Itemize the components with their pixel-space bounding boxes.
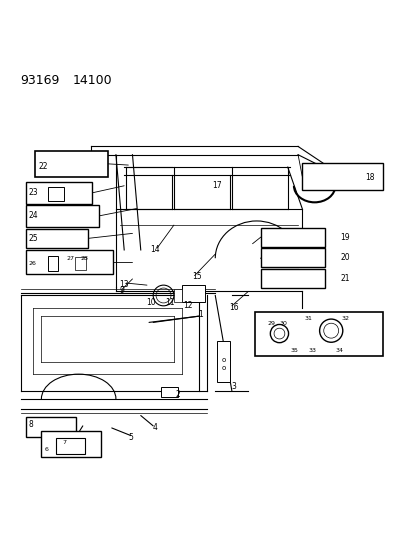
- Bar: [26, 229, 88, 248]
- Text: 21: 21: [339, 274, 349, 283]
- Bar: [217, 341, 229, 382]
- Text: 28: 28: [81, 256, 88, 261]
- Text: 16: 16: [228, 303, 238, 312]
- Bar: [254, 312, 382, 356]
- Text: 31: 31: [304, 316, 312, 321]
- Bar: [35, 151, 107, 177]
- Text: 26: 26: [29, 261, 37, 265]
- Bar: [173, 289, 182, 302]
- Bar: [75, 257, 85, 270]
- Bar: [56, 438, 85, 454]
- Text: o: o: [221, 357, 225, 362]
- Text: 9: 9: [119, 286, 124, 295]
- Text: 33: 33: [308, 349, 316, 353]
- Text: 7: 7: [62, 440, 66, 445]
- Text: 8: 8: [29, 420, 33, 429]
- Text: 14: 14: [150, 245, 160, 254]
- Text: 29: 29: [266, 321, 275, 326]
- Text: 30: 30: [279, 321, 287, 326]
- Text: 34: 34: [335, 349, 343, 353]
- Text: 27: 27: [66, 256, 74, 261]
- Bar: [41, 431, 101, 457]
- Text: 15: 15: [191, 272, 201, 281]
- Text: 23: 23: [29, 188, 38, 197]
- Bar: [26, 251, 113, 273]
- Text: 10: 10: [146, 298, 156, 308]
- Text: 2: 2: [175, 390, 180, 399]
- Text: 18: 18: [364, 173, 374, 182]
- Bar: [301, 163, 382, 190]
- Bar: [260, 248, 324, 268]
- Bar: [161, 386, 178, 397]
- Bar: [47, 256, 58, 271]
- Text: 35: 35: [290, 349, 298, 353]
- Bar: [260, 269, 324, 288]
- Text: 19: 19: [339, 232, 349, 241]
- Text: 3: 3: [231, 382, 236, 391]
- Text: 20: 20: [339, 253, 349, 262]
- Bar: [26, 205, 98, 227]
- Text: 4: 4: [152, 423, 157, 432]
- Text: 22: 22: [38, 162, 47, 171]
- Text: 25: 25: [29, 234, 38, 243]
- Text: 6: 6: [45, 447, 48, 452]
- Bar: [26, 417, 76, 437]
- Text: 5: 5: [128, 433, 133, 441]
- Text: 17: 17: [212, 181, 222, 190]
- Text: 1: 1: [198, 310, 203, 319]
- Text: 32: 32: [341, 316, 349, 321]
- Text: 13: 13: [119, 280, 129, 289]
- Bar: [260, 228, 324, 247]
- Text: o: o: [221, 365, 225, 371]
- Text: 93169: 93169: [21, 74, 60, 87]
- Text: 24: 24: [29, 212, 38, 221]
- Bar: [182, 285, 204, 302]
- Text: 14100: 14100: [72, 74, 112, 87]
- Text: 12: 12: [183, 301, 192, 310]
- Text: 11: 11: [165, 298, 174, 308]
- Bar: [26, 182, 92, 204]
- Bar: [47, 188, 64, 200]
